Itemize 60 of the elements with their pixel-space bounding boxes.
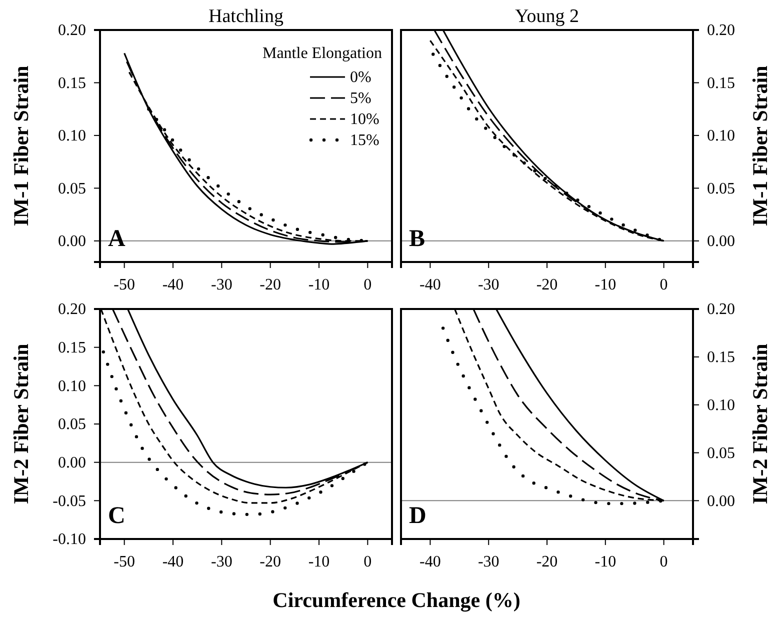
y-tick-label: 0.10 <box>58 128 86 145</box>
annotation: B <box>409 226 426 252</box>
x-tick-label: -40 <box>420 553 441 570</box>
x-tick-label: -40 <box>420 276 441 294</box>
x-tick-label: -30 <box>478 553 500 570</box>
x-tick-label: -30 <box>478 276 500 294</box>
y-tick-label: 0.10 <box>58 378 86 395</box>
legend-title: Mantle Elongation <box>262 45 382 62</box>
legend-label: 5% <box>350 90 372 107</box>
x-tick-label: -10 <box>308 276 330 294</box>
chart-title: Young 2 <box>514 6 580 27</box>
y2-tick-label: 0.00 <box>707 492 735 510</box>
y2-tick-label: 0.05 <box>707 444 735 462</box>
annotation: A <box>108 226 126 252</box>
y2-axis-title: IM-1 Fiber Strain <box>748 65 772 226</box>
y-tick-label: 0.05 <box>58 180 86 198</box>
y-axis-title: IM-2 Fiber Strain <box>9 343 33 504</box>
x-tick-label: 0 <box>364 276 372 294</box>
x-tick-label: 0 <box>660 553 668 570</box>
legend-label: 15% <box>350 132 380 149</box>
y-tick-label: 0.20 <box>58 301 86 318</box>
x-tick-label: 0 <box>660 276 668 294</box>
annotation: D <box>409 503 426 529</box>
x-tick-label: -50 <box>114 553 135 570</box>
y-tick-label: 0.00 <box>58 233 86 250</box>
y-tick-label: -0.05 <box>52 492 86 510</box>
x-tick-label: -10 <box>594 276 616 294</box>
x-tick-label: -20 <box>536 276 558 294</box>
x-axis-title: Circumference Change (%) <box>272 588 520 612</box>
y-tick-label: 0.20 <box>58 22 86 40</box>
annotation: C <box>108 503 126 529</box>
y-tick-label: 0.05 <box>58 416 86 434</box>
x-tick-label: -10 <box>308 553 330 570</box>
x-tick-label: 0 <box>364 553 372 570</box>
y2-tick-label: 0.15 <box>707 74 735 92</box>
y-tick-label: -0.10 <box>52 531 86 548</box>
legend-label: 0% <box>350 69 372 86</box>
y-tick-label: 0.15 <box>58 74 86 92</box>
y2-axis-title: IM-2 Fiber Strain <box>748 343 772 504</box>
y2-tick-label: 0.00 <box>707 233 735 250</box>
x-tick-label: -20 <box>260 553 281 570</box>
y2-tick-label: 0.05 <box>707 180 735 198</box>
chart-title: Hatchling <box>208 6 284 27</box>
y2-tick-label: 0.15 <box>707 349 735 366</box>
x-tick-label: -40 <box>162 276 184 294</box>
x-tick-label: -30 <box>211 553 232 570</box>
x-tick-label: -40 <box>162 553 184 570</box>
x-tick-label: -50 <box>114 276 135 294</box>
y2-tick-label: 0.10 <box>707 396 735 414</box>
y2-tick-label: 0.10 <box>707 128 735 145</box>
y-tick-label: 0.00 <box>58 454 86 472</box>
legend-label: 10% <box>350 111 380 128</box>
y2-tick-label: 0.20 <box>707 22 735 40</box>
x-tick-label: -30 <box>211 276 232 294</box>
x-tick-label: -20 <box>260 276 281 294</box>
x-tick-label: -20 <box>536 553 558 570</box>
y-axis-title: IM-1 Fiber Strain <box>9 65 33 226</box>
y-tick-label: 0.15 <box>58 339 86 356</box>
y2-tick-label: 0.20 <box>707 301 735 318</box>
x-tick-label: -10 <box>594 553 616 570</box>
